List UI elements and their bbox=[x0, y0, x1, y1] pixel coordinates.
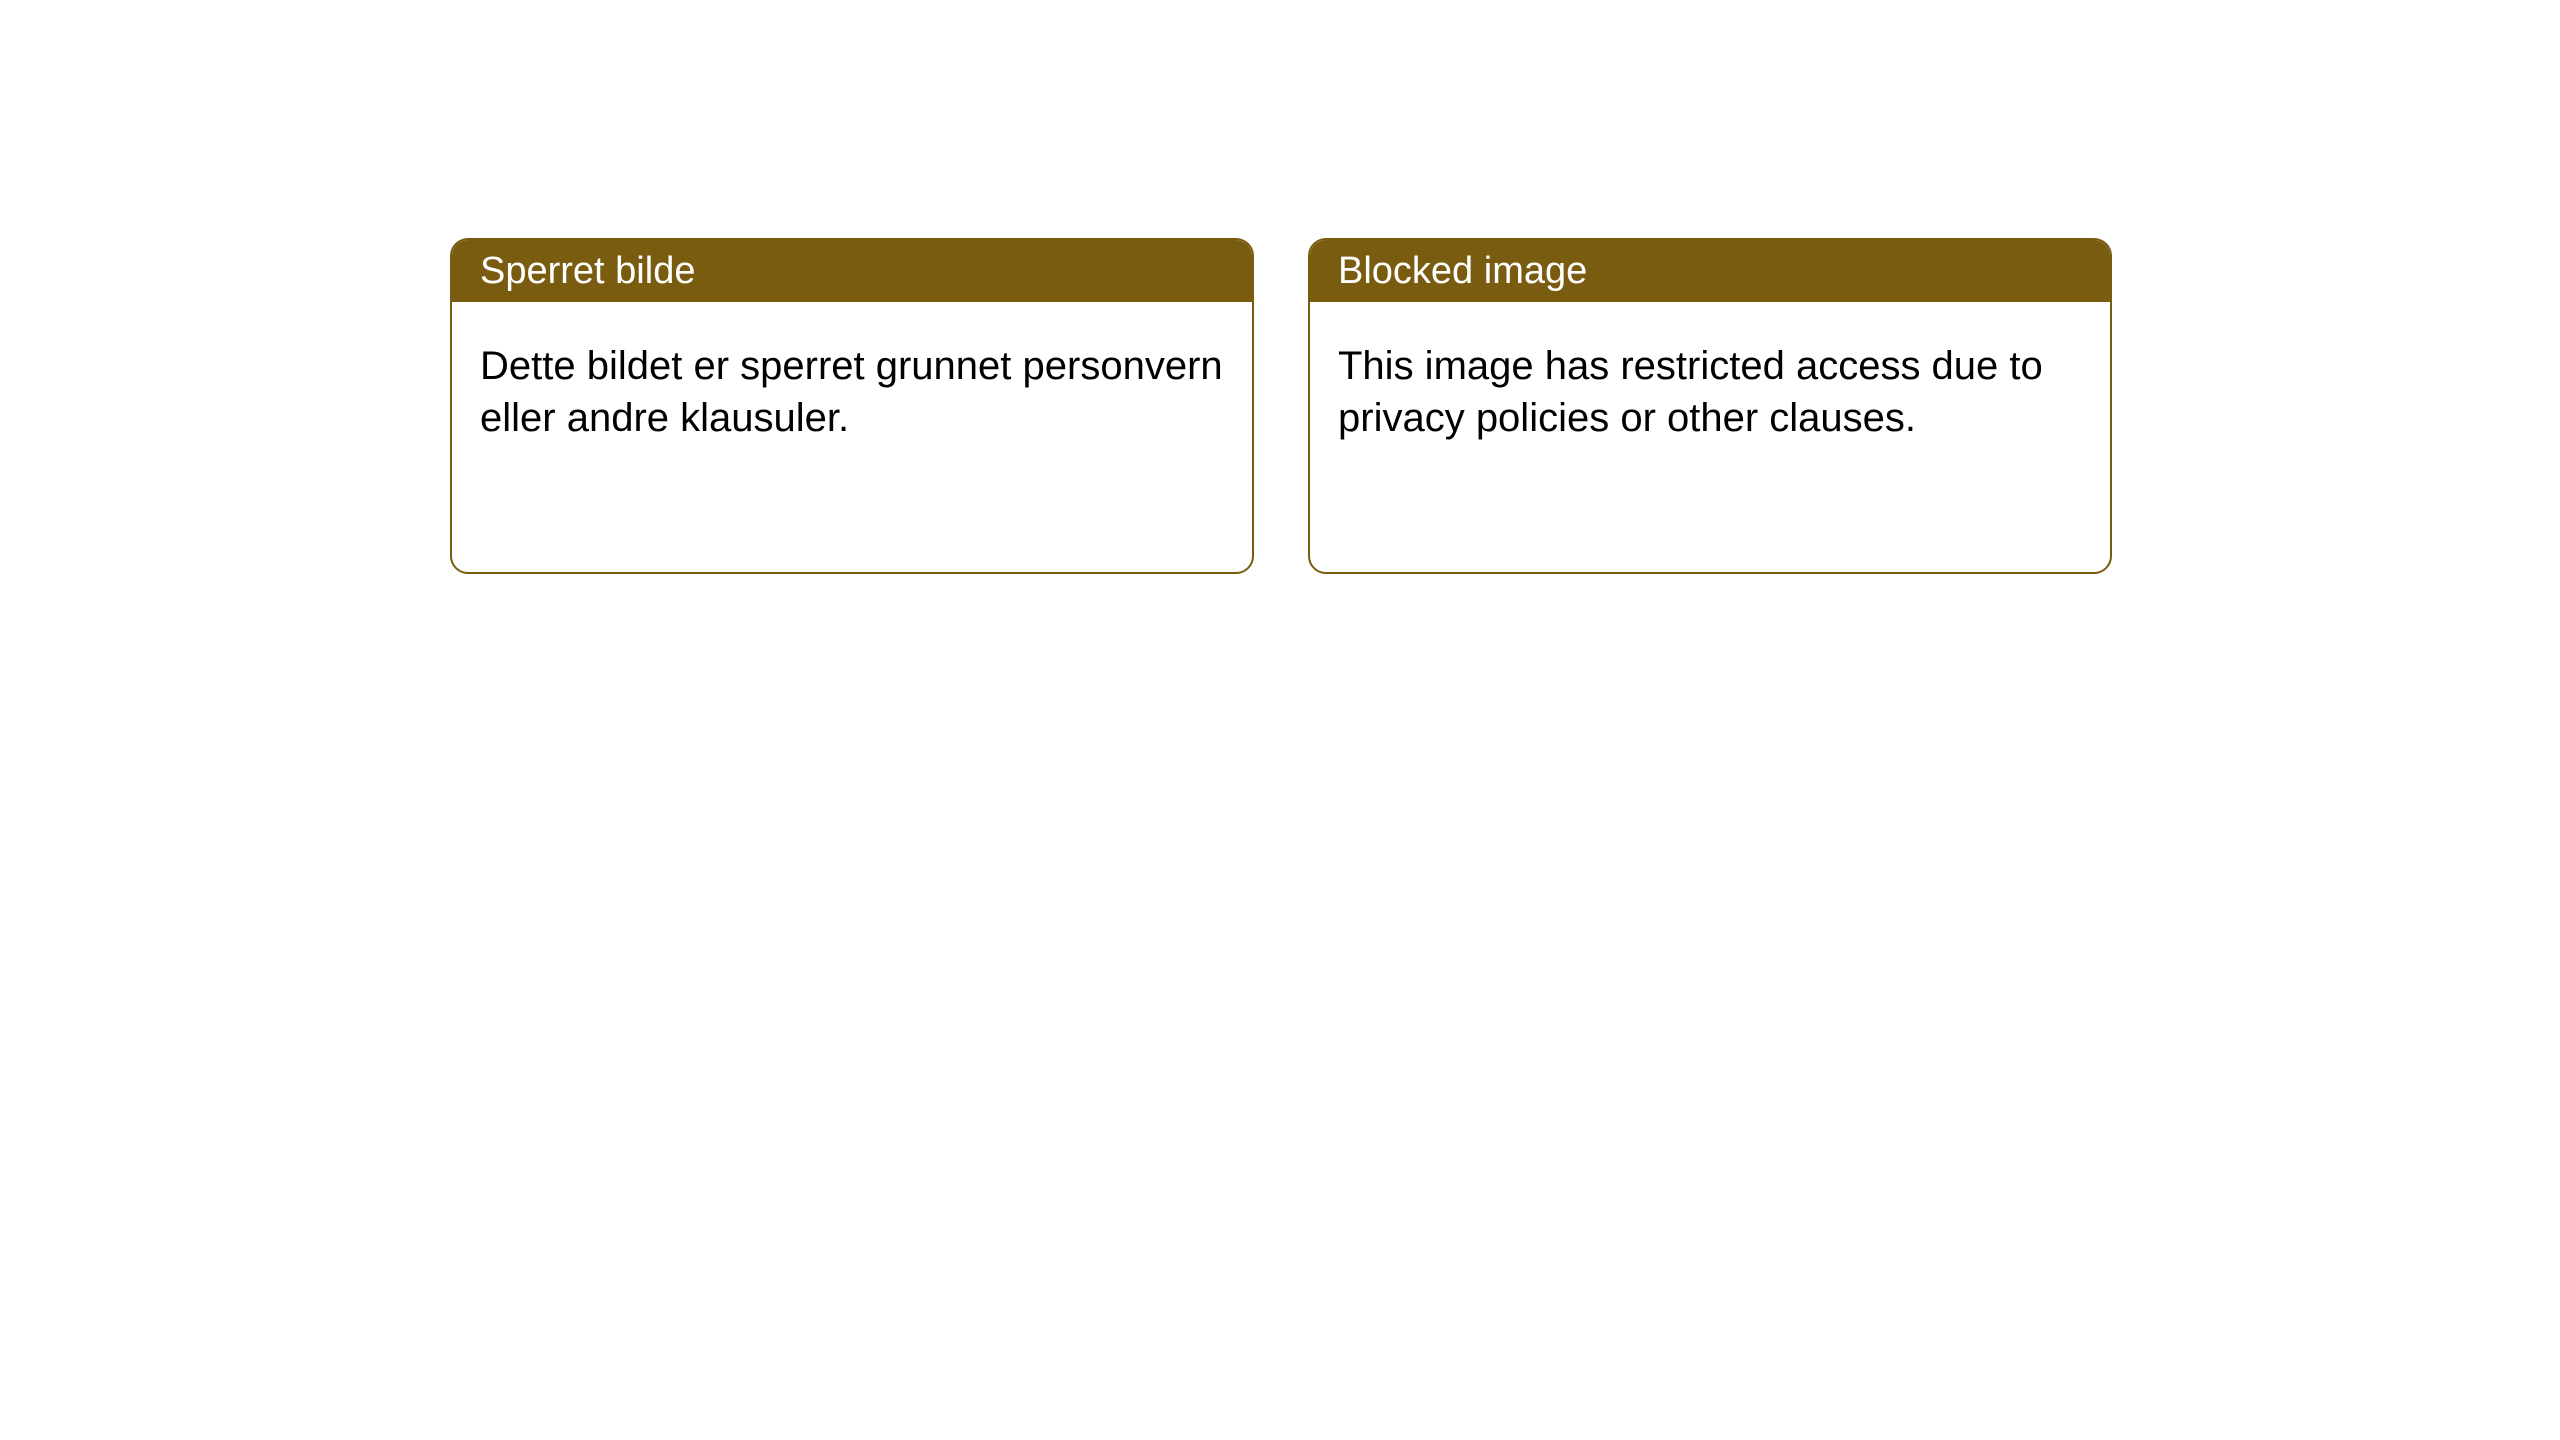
notice-card-english: Blocked image This image has restricted … bbox=[1308, 238, 2112, 574]
card-body-text: Dette bildet er sperret grunnet personve… bbox=[480, 344, 1223, 440]
notice-card-norwegian: Sperret bilde Dette bildet er sperret gr… bbox=[450, 238, 1254, 574]
notice-container: Sperret bilde Dette bildet er sperret gr… bbox=[0, 0, 2560, 574]
card-body: This image has restricted access due to … bbox=[1310, 302, 2110, 482]
card-body-text: This image has restricted access due to … bbox=[1338, 344, 2043, 440]
card-title: Sperret bilde bbox=[480, 250, 695, 293]
card-body: Dette bildet er sperret grunnet personve… bbox=[452, 302, 1252, 482]
card-title: Blocked image bbox=[1338, 250, 1587, 293]
card-header: Blocked image bbox=[1310, 240, 2110, 302]
card-header: Sperret bilde bbox=[452, 240, 1252, 302]
